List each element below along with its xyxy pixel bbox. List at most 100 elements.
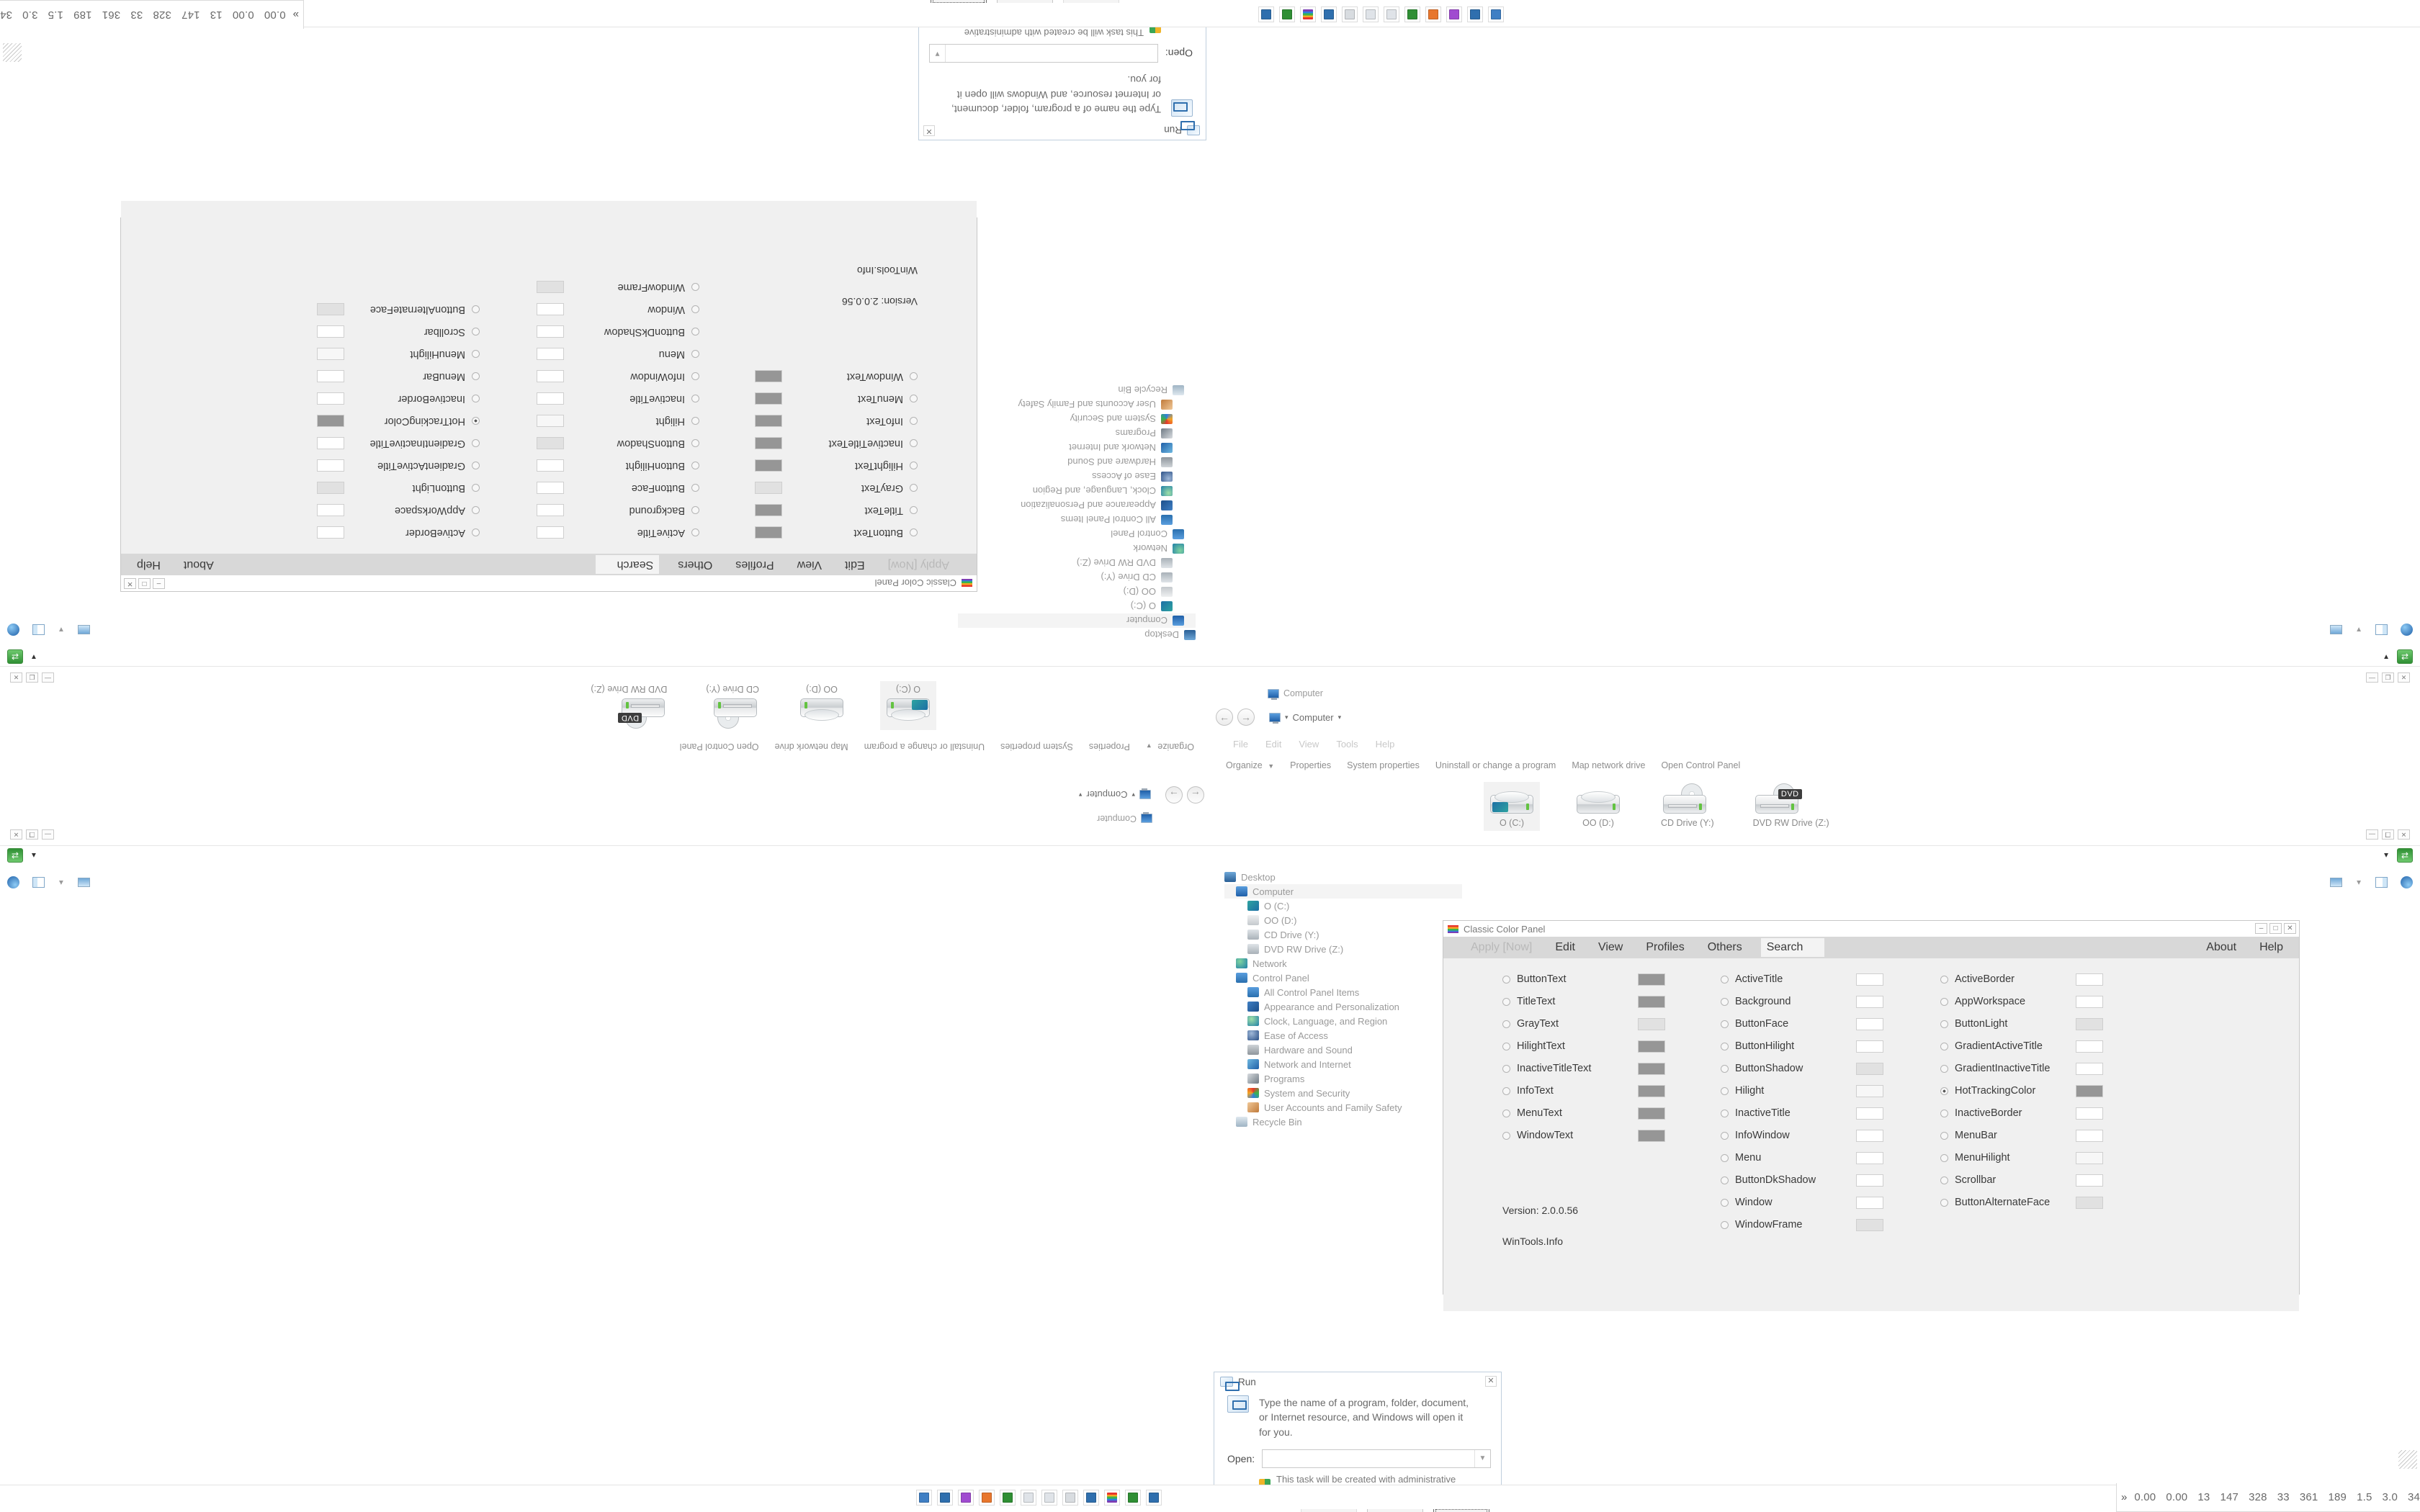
color-radio[interactable] [472, 372, 480, 381]
color-radio[interactable] [1721, 1176, 1729, 1184]
tree-item[interactable]: Network [958, 541, 1196, 556]
color-swatch[interactable] [1856, 1084, 1883, 1097]
cmd-organize[interactable]: Organize ▼ [1146, 742, 1194, 752]
color-radio[interactable] [1940, 997, 1948, 1006]
color-radio[interactable] [472, 462, 480, 470]
cmd-properties[interactable]: Properties [1290, 760, 1332, 770]
tree-item[interactable]: Clock, Language, and Region [958, 484, 1196, 498]
color-swatch[interactable] [755, 504, 782, 517]
color-row[interactable]: Menu [537, 343, 699, 365]
color-radio[interactable] [691, 506, 699, 515]
color-swatch[interactable] [317, 482, 344, 495]
tray-left[interactable]: ▲ [7, 624, 90, 636]
ccp-column-3[interactable]: ActiveBorder AppWorkspace ButtonLight Gradi… [1940, 968, 2103, 1214]
color-row[interactable]: Hilight [1721, 1080, 1883, 1102]
tree-item[interactable]: All Control Panel Items [958, 513, 1196, 527]
color-row[interactable]: ButtonLight [1940, 1013, 2103, 1035]
taskbar-monitor-blue-icon[interactable] [1146, 1489, 1162, 1506]
color-radio[interactable] [1502, 997, 1510, 1006]
menu-about[interactable]: About [2206, 941, 2237, 953]
color-row[interactable]: Hilight [537, 410, 699, 432]
window-band-controls-mirror[interactable]: ✕ ❐ — [10, 672, 54, 683]
cmd-open-control-panel[interactable]: Open Control Panel [679, 742, 759, 752]
color-radio[interactable] [691, 372, 699, 381]
menu-edit[interactable]: Edit [1265, 738, 1282, 750]
tree-item[interactable]: DVD RW Drive (Z:) [958, 556, 1196, 570]
color-radio[interactable] [691, 439, 699, 448]
tree-item[interactable]: Network [1224, 956, 1462, 971]
menu-profiles[interactable]: Profiles [735, 559, 774, 571]
color-swatch[interactable] [1638, 1062, 1665, 1075]
address-bar[interactable]: ▾ Computer ▾ [1269, 712, 1341, 724]
sync-band-left[interactable]: ⇄ ▲ [7, 649, 37, 664]
taskbar-ghost-icon[interactable] [1446, 6, 1462, 23]
navigation-tree[interactable]: Desktop Computer O (C:) OO (D:) CD Drive (Y:… [958, 383, 1196, 642]
tree-item[interactable]: Computer [1224, 884, 1462, 899]
tree-item[interactable]: Recycle Bin [958, 383, 1196, 397]
ccp-column-1[interactable]: ButtonText TitleText GrayText HilightText In… [755, 365, 918, 544]
taskbar-ghost-icon[interactable] [958, 1489, 974, 1506]
color-row[interactable]: Window [537, 299, 699, 320]
search-input[interactable]: Search [1760, 938, 1825, 957]
close-button[interactable]: ✕ [10, 672, 22, 683]
color-swatch[interactable] [537, 437, 564, 450]
menu-view[interactable]: View [1597, 941, 1623, 953]
color-row[interactable]: ButtonAlternateFace [317, 299, 480, 320]
color-row[interactable]: InactiveTitle [537, 388, 699, 410]
color-swatch[interactable] [2076, 1017, 2103, 1030]
info-icon[interactable] [7, 624, 19, 636]
taskbar-monitor-blue-icon[interactable] [1258, 6, 1274, 23]
color-swatch[interactable] [537, 281, 564, 294]
color-row[interactable]: GradientInactiveTitle [1940, 1058, 2103, 1079]
color-row[interactable]: InfoText [755, 410, 918, 432]
explorer-command-bar[interactable]: Organize ▼ Properties System properties … [680, 738, 1201, 755]
color-swatch[interactable] [2076, 1107, 2103, 1120]
color-row[interactable]: ButtonText [1502, 968, 1665, 990]
taskbar-window-icon[interactable] [1488, 6, 1504, 23]
color-row[interactable]: InactiveTitle [1721, 1102, 1883, 1124]
tree-item[interactable]: Ease of Access [958, 469, 1196, 484]
taskbar[interactable] [0, 1485, 2420, 1509]
tree-item[interactable]: OO (D:) [958, 585, 1196, 599]
color-swatch[interactable] [537, 303, 564, 316]
color-swatch[interactable] [1638, 1107, 1665, 1120]
color-radio[interactable] [1721, 1064, 1729, 1073]
explorer-menubar[interactable]: File Edit View Tools Help [1219, 736, 1394, 752]
menu-edit[interactable]: Edit [1555, 941, 1575, 953]
run-titlebar[interactable]: Run ✕ [1214, 1372, 1501, 1391]
color-row[interactable]: MenuHilight [1940, 1147, 2103, 1169]
color-swatch[interactable] [317, 348, 344, 361]
caret-up-icon[interactable]: ▲ [58, 626, 65, 634]
color-swatch[interactable] [755, 392, 782, 405]
color-swatch[interactable] [537, 482, 564, 495]
tree-item[interactable]: Desktop [1224, 870, 1462, 884]
menu-help[interactable]: Help [2259, 941, 2283, 953]
tree-item[interactable]: Hardware and Sound [958, 455, 1196, 469]
color-swatch[interactable] [755, 482, 782, 495]
drive-item[interactable]: OO (D:) [1570, 782, 1626, 831]
tree-item[interactable]: Programs [958, 426, 1196, 441]
tree-item[interactable]: Control Panel [1224, 971, 1462, 985]
color-swatch[interactable] [1638, 1017, 1665, 1030]
color-radio[interactable] [1721, 1109, 1729, 1117]
color-radio[interactable] [1940, 1109, 1948, 1117]
color-row[interactable]: MenuText [755, 388, 918, 410]
color-row[interactable]: InfoWindow [1721, 1125, 1883, 1146]
color-swatch[interactable] [317, 437, 344, 450]
color-radio[interactable] [910, 395, 918, 403]
color-row[interactable]: HotTrackingColor [1940, 1080, 2103, 1102]
tree-item[interactable]: Network and Internet [1224, 1057, 1462, 1071]
color-radio[interactable] [1721, 1153, 1729, 1162]
color-swatch[interactable] [537, 370, 564, 383]
close-icon[interactable]: ✕ [923, 125, 935, 136]
taskbar-window-icon[interactable] [916, 1489, 932, 1506]
tree-item[interactable]: User Accounts and Family Safety [1224, 1100, 1462, 1115]
color-radio[interactable] [1502, 1086, 1510, 1095]
color-swatch[interactable] [317, 370, 344, 383]
explorer-tab[interactable]: Computer [1268, 688, 1323, 700]
tree-item[interactable]: Control Panel [958, 527, 1196, 541]
maximize-button[interactable]: □ [138, 578, 151, 589]
color-row[interactable]: ButtonHilight [537, 455, 699, 477]
color-row[interactable]: ButtonDkShadow [1721, 1169, 1883, 1191]
color-swatch[interactable] [1856, 1017, 1883, 1030]
